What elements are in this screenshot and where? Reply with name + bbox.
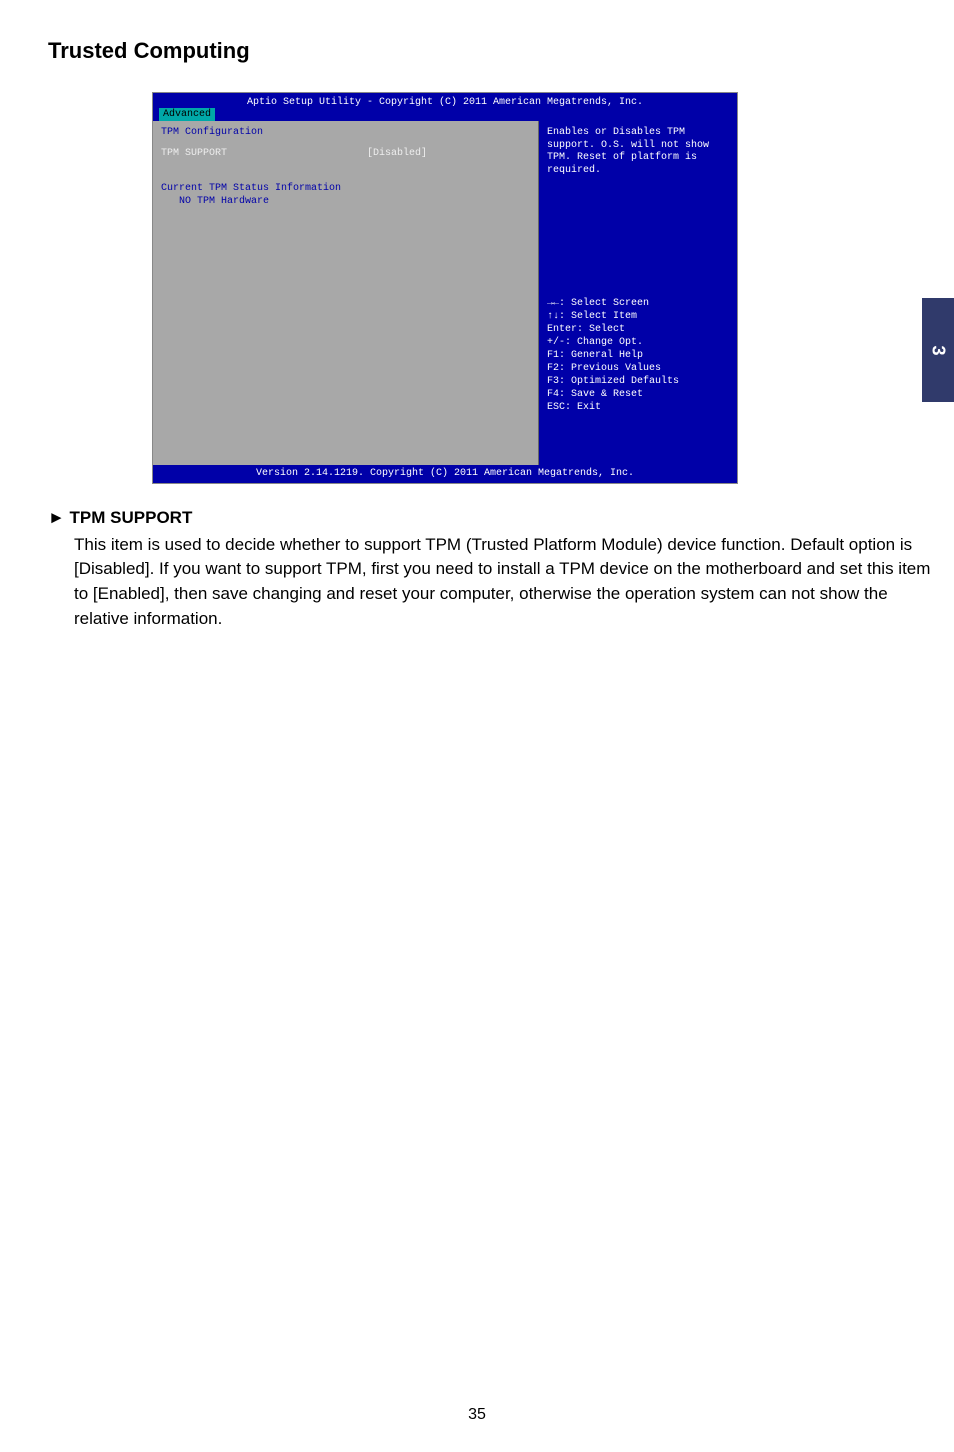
bios-help-line: required. [547,165,729,178]
bios-key-line: F3: Optimized Defaults [547,375,729,388]
bios-config-heading: TPM Configuration [161,127,530,138]
bios-status-line: NO TPM Hardware [161,196,530,207]
bios-tabs: Advanced [153,108,737,121]
bios-help-text: Enables or Disables TPM support. O.S. wi… [547,127,729,177]
bios-option-label: TPM SUPPORT [161,148,361,159]
bios-help-line: support. O.S. will not show [547,140,729,153]
bios-key-line: F2: Previous Values [547,362,729,375]
bios-key-line: →←: Select Screen [547,297,729,310]
description-heading: ► TPM SUPPORT [48,506,934,531]
page-title: Trusted Computing [48,38,250,64]
bios-help-line: Enables or Disables TPM [547,127,729,140]
bios-footer: Version 2.14.1219. Copyright (C) 2011 Am… [153,465,737,482]
bios-option-value: [Disabled] [367,148,427,159]
bios-right-panel: Enables or Disables TPM support. O.S. wi… [539,121,737,465]
bios-tab-advanced: Advanced [159,108,215,121]
bios-status-heading: Current TPM Status Information [161,183,530,194]
bios-key-line: Enter: Select [547,323,729,336]
bios-key-line: F4: Save & Reset [547,388,729,401]
bios-key-line: F1: General Help [547,349,729,362]
side-chapter-number: 3 [927,345,948,355]
bios-left-panel: TPM Configuration TPM SUPPORT [Disabled]… [153,121,539,465]
page-number: 35 [0,1406,954,1424]
side-chapter-tab: 3 [922,298,954,402]
bios-body: TPM Configuration TPM SUPPORT [Disabled]… [153,121,737,465]
bios-key-line: +/-: Change Opt. [547,336,729,349]
description-block: ► TPM SUPPORT This item is used to decid… [48,506,934,631]
bios-header: Aptio Setup Utility - Copyright (C) 2011… [153,93,737,108]
description-text: This item is used to decide whether to s… [74,533,934,632]
bios-key-line: ESC: Exit [547,401,729,414]
bios-help-line: TPM. Reset of platform is [547,152,729,165]
bios-key-line: ↑↓: Select Item [547,310,729,323]
bios-screenshot: Aptio Setup Utility - Copyright (C) 2011… [152,92,738,484]
bios-key-hints: →←: Select Screen ↑↓: Select Item Enter:… [547,297,729,414]
bios-option-row: TPM SUPPORT [Disabled] [161,148,530,159]
